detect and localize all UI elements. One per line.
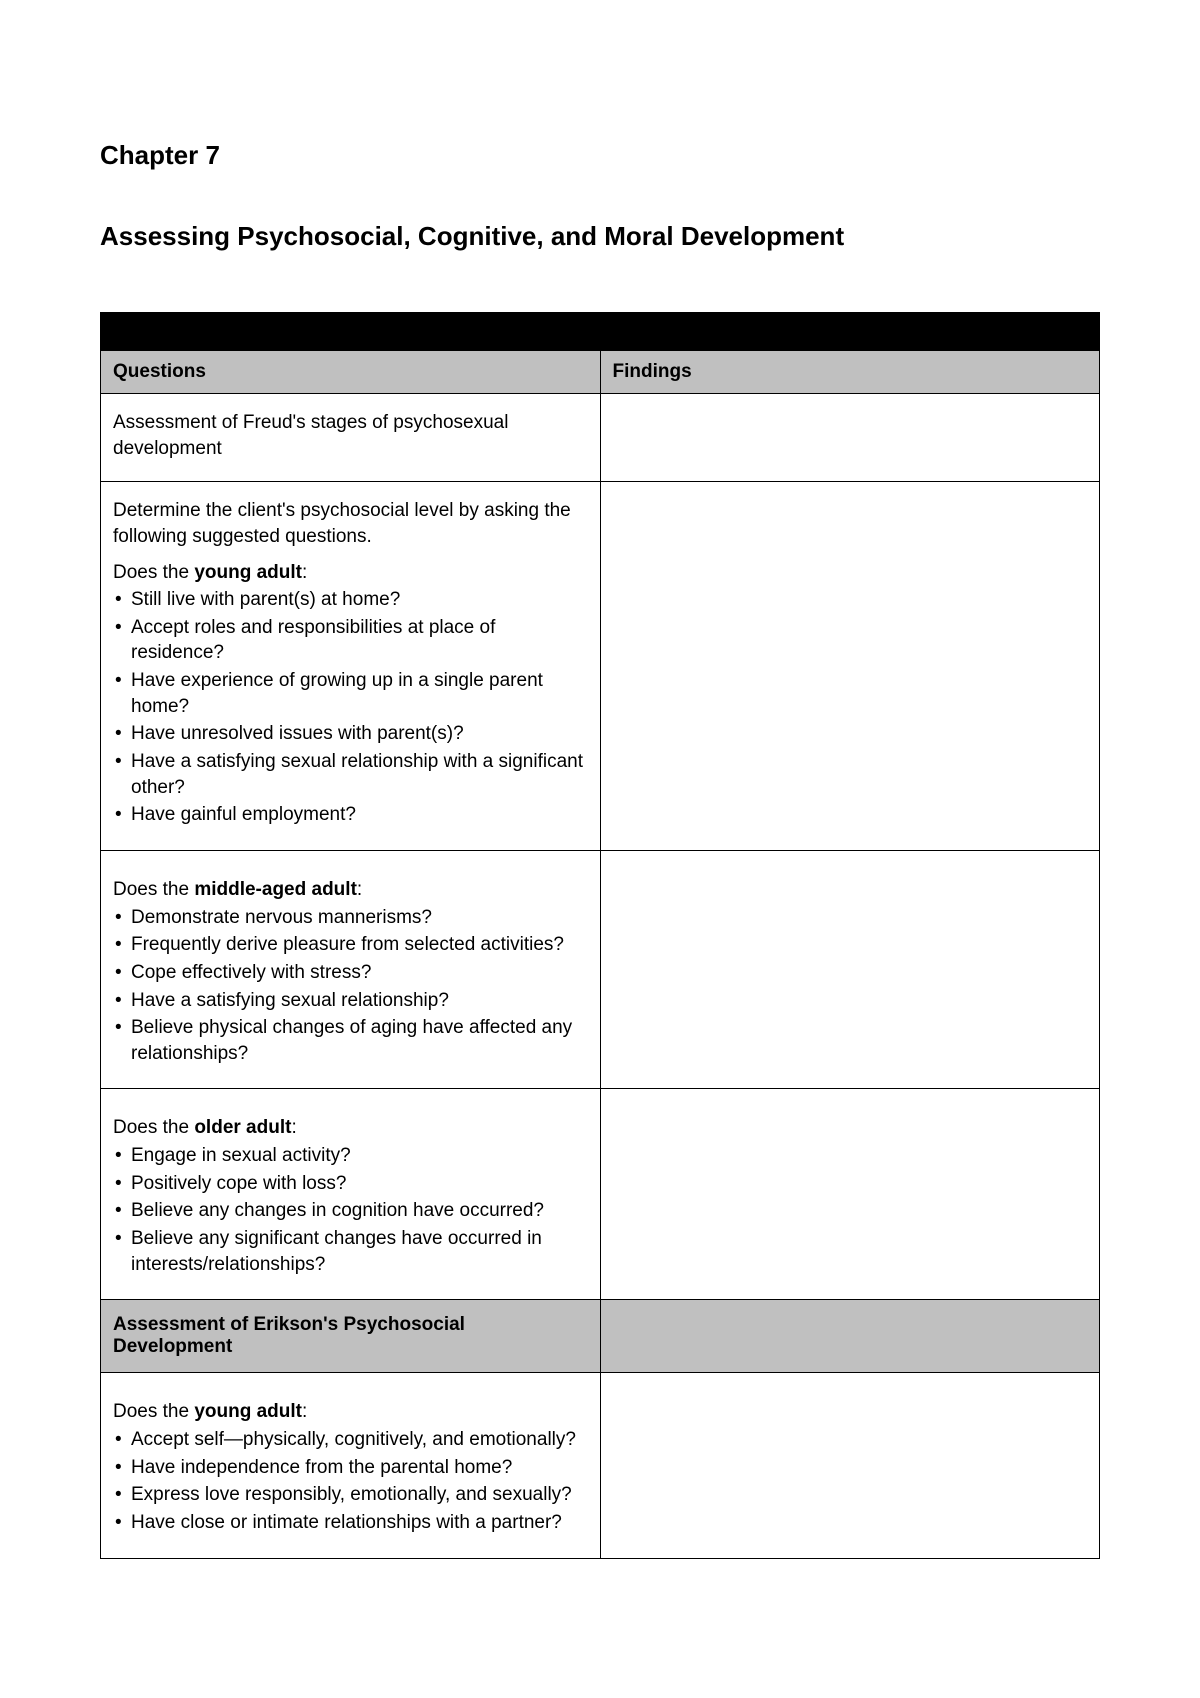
- bullet-item: Positively cope with loss?: [113, 1171, 588, 1197]
- bullet-item: Have close or intimate relationships wit…: [113, 1510, 588, 1536]
- table-black-band: [101, 313, 1100, 351]
- lead-line: Does the older adult:: [113, 1115, 588, 1141]
- table-row: Assessment of Freud's stages of psychose…: [101, 394, 1100, 482]
- findings-cell: [600, 850, 1100, 1088]
- findings-cell: [600, 1089, 1100, 1300]
- lead-bold: young adult: [194, 562, 302, 583]
- lead-line: Does the young adult:: [113, 560, 588, 586]
- table-row: Assessment of Erikson's Psychosocial Dev…: [101, 1300, 1100, 1373]
- table-row: Determine the client's psychosocial leve…: [101, 482, 1100, 851]
- section-heading: Assessment of Erikson's Psychosocial Dev…: [101, 1300, 601, 1373]
- bullet-item: Have experience of growing up in a singl…: [113, 668, 588, 719]
- bullet-item: Have unresolved issues with parent(s)?: [113, 721, 588, 747]
- table-row: Does the middle-aged adult:Demonstrate n…: [101, 850, 1100, 1088]
- bullet-list: Still live with parent(s) at home?Accept…: [113, 587, 588, 828]
- lead-post: :: [357, 879, 362, 900]
- bullet-item: Believe any significant changes have occ…: [113, 1226, 588, 1277]
- question-cell: Assessment of Freud's stages of psychose…: [101, 394, 601, 482]
- lead-pre: Does the: [113, 562, 194, 583]
- question-cell: Determine the client's psychosocial leve…: [101, 482, 601, 851]
- intro-text: Determine the client's psychosocial leve…: [113, 498, 588, 549]
- findings-cell: [600, 1373, 1100, 1558]
- lead-bold: young adult: [194, 1401, 302, 1422]
- lead-post: :: [291, 1117, 296, 1138]
- bullet-item: Believe physical changes of aging have a…: [113, 1015, 588, 1066]
- lead-line: Does the middle-aged adult:: [113, 877, 588, 903]
- bullet-list: Demonstrate nervous mannerisms?Frequentl…: [113, 905, 588, 1067]
- lead-pre: Does the: [113, 1401, 194, 1422]
- bullet-list: Engage in sexual activity?Positively cop…: [113, 1143, 588, 1277]
- document-page: Chapter 7 Assessing Psychosocial, Cognit…: [0, 0, 1200, 1659]
- bullet-item: Frequently derive pleasure from selected…: [113, 932, 588, 958]
- table-row: Does the older adult:Engage in sexual ac…: [101, 1089, 1100, 1300]
- table-row: Does the young adult:Accept self—physica…: [101, 1373, 1100, 1558]
- lead-pre: Does the: [113, 1117, 194, 1138]
- bullet-item: Have a satisfying sexual relationship?: [113, 988, 588, 1014]
- bullet-item: Accept self—physically, cognitively, and…: [113, 1427, 588, 1453]
- bullet-item: Accept roles and responsibilities at pla…: [113, 615, 588, 666]
- bullet-item: Engage in sexual activity?: [113, 1143, 588, 1169]
- assessment-table: Questions Findings Assessment of Freud's…: [100, 312, 1100, 1559]
- findings-cell: [600, 482, 1100, 851]
- bullet-item: Still live with parent(s) at home?: [113, 587, 588, 613]
- question-cell: Does the older adult:Engage in sexual ac…: [101, 1089, 601, 1300]
- bullet-item: Demonstrate nervous mannerisms?: [113, 905, 588, 931]
- bullet-item: Have a satisfying sexual relationship wi…: [113, 749, 588, 800]
- bullet-item: Believe any changes in cognition have oc…: [113, 1198, 588, 1224]
- lead-line: Does the young adult:: [113, 1399, 588, 1425]
- findings-cell: [600, 394, 1100, 482]
- bullet-item: Have independence from the parental home…: [113, 1455, 588, 1481]
- chapter-title: Assessing Psychosocial, Cognitive, and M…: [100, 221, 1100, 252]
- lead-pre: Does the: [113, 879, 194, 900]
- col-header-findings: Findings: [600, 351, 1100, 394]
- chapter-label: Chapter 7: [100, 140, 1100, 171]
- bullet-item: Cope effectively with stress?: [113, 960, 588, 986]
- bullet-list: Accept self—physically, cognitively, and…: [113, 1427, 588, 1536]
- bullet-item: Have gainful employment?: [113, 802, 588, 828]
- question-cell: Does the young adult:Accept self—physica…: [101, 1373, 601, 1558]
- lead-bold: older adult: [194, 1117, 291, 1138]
- table-header-row: Questions Findings: [101, 351, 1100, 394]
- question-cell: Does the middle-aged adult:Demonstrate n…: [101, 850, 601, 1088]
- bullet-item: Express love responsibly, emotionally, a…: [113, 1482, 588, 1508]
- findings-cell: [600, 1300, 1100, 1373]
- lead-post: :: [302, 562, 307, 583]
- lead-bold: middle-aged adult: [194, 879, 357, 900]
- col-header-questions: Questions: [101, 351, 601, 394]
- lead-post: :: [302, 1401, 307, 1422]
